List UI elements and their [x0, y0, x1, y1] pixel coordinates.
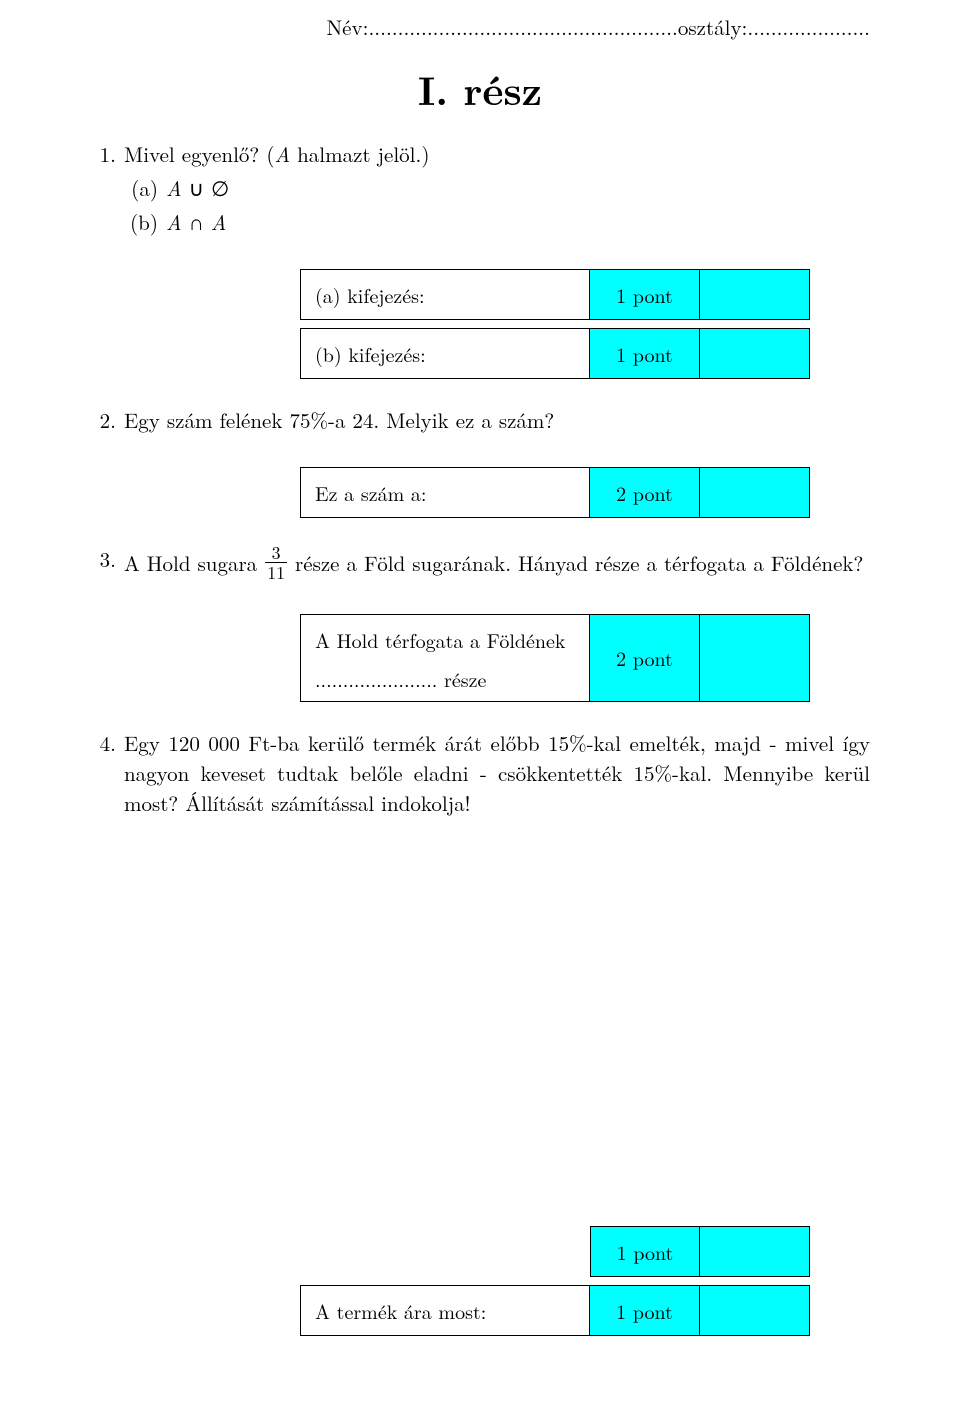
answer-desc: (b) kifejezés: — [300, 328, 590, 379]
q3-number: 3. — [90, 544, 124, 574]
answer-points: 1 pont — [590, 269, 700, 320]
answer-blank — [700, 467, 810, 518]
q1-sub-b: (b) A ∩ A — [90, 207, 870, 237]
answer-desc: A Hold térfogata a Földének ............… — [300, 614, 590, 702]
q1-b-label: (b) — [90, 207, 166, 237]
answer-desc: (a) kifejezés: — [300, 269, 590, 320]
question-2: 2. Egy szám felének 75%-a 24. Melyik ez … — [90, 405, 870, 435]
work-space — [90, 818, 870, 1218]
q3-text: A Hold sugara 311 része a Föld sugarának… — [124, 544, 870, 582]
q1-a-expr: A ∪ ∅ — [166, 173, 229, 203]
name-label: Név: — [326, 12, 368, 42]
q1-a-label: (a) — [90, 173, 166, 203]
table-row: A Hold térfogata a Földének ............… — [300, 614, 810, 702]
q1-sub-a: (a) A ∪ ∅ — [90, 173, 870, 203]
table-row: (b) kifejezés: 1 pont — [300, 328, 810, 379]
question-3: 3. A Hold sugara 311 része a Föld sugará… — [90, 544, 870, 582]
answer-blank — [700, 269, 810, 320]
table-row: A termék ára most: 1 pont — [300, 1285, 810, 1336]
table-row: 1 pont — [300, 1226, 810, 1277]
fraction: 311 — [265, 544, 287, 582]
q2-text: Egy szám felének 75%-a 24. Melyik ez a s… — [124, 405, 870, 435]
answer-points: 1 pont — [590, 328, 700, 379]
answer-points: 2 pont — [590, 467, 700, 518]
header-line: Név:....................................… — [90, 12, 870, 42]
class-label: osztály: — [678, 12, 748, 42]
answer-blank — [700, 1226, 810, 1277]
q4-text: Egy 120 000 Ft-ba kerülő termék árát elő… — [124, 728, 870, 818]
answer-points: 2 pont — [590, 614, 700, 702]
worksheet-page: Név:....................................… — [0, 0, 960, 1402]
question-1: 1. Mivel egyenlő? (A halmazt jelöl.) — [90, 139, 870, 169]
empty-cell — [300, 1226, 590, 1277]
section-title: I. rész — [90, 60, 870, 117]
answer-blank — [700, 614, 810, 702]
q1-text: Mivel egyenlő? (A halmazt jelöl.) — [124, 139, 870, 169]
q1-answer-table: (a) kifejezés: 1 pont (b) kifejezés: 1 p… — [300, 261, 810, 387]
table-row: Ez a szám a: 2 pont — [300, 467, 810, 518]
answer-points: 1 pont — [590, 1226, 700, 1277]
q1-b-expr: A ∩ A — [166, 207, 226, 237]
q2-number: 2. — [90, 405, 124, 435]
answer-desc: A termék ára most: — [300, 1285, 590, 1336]
question-4: 4. Egy 120 000 Ft-ba kerülő termék árát … — [90, 728, 870, 818]
q4-number: 4. — [90, 728, 124, 758]
answer-desc: Ez a szám a: — [300, 467, 590, 518]
answer-points: 1 pont — [590, 1285, 700, 1336]
q1-number: 1. — [90, 139, 124, 169]
answer-blank — [700, 1285, 810, 1336]
q4-answer-table: 1 pont A termék ára most: 1 pont — [300, 1218, 810, 1344]
table-row: (a) kifejezés: 1 pont — [300, 269, 810, 320]
class-dots: ..................... — [747, 12, 870, 42]
answer-blank — [700, 328, 810, 379]
name-dots: ........................................… — [368, 12, 677, 42]
q3-answer-table: A Hold térfogata a Földének ............… — [300, 606, 810, 710]
q2-answer-table: Ez a szám a: 2 pont — [300, 459, 810, 526]
